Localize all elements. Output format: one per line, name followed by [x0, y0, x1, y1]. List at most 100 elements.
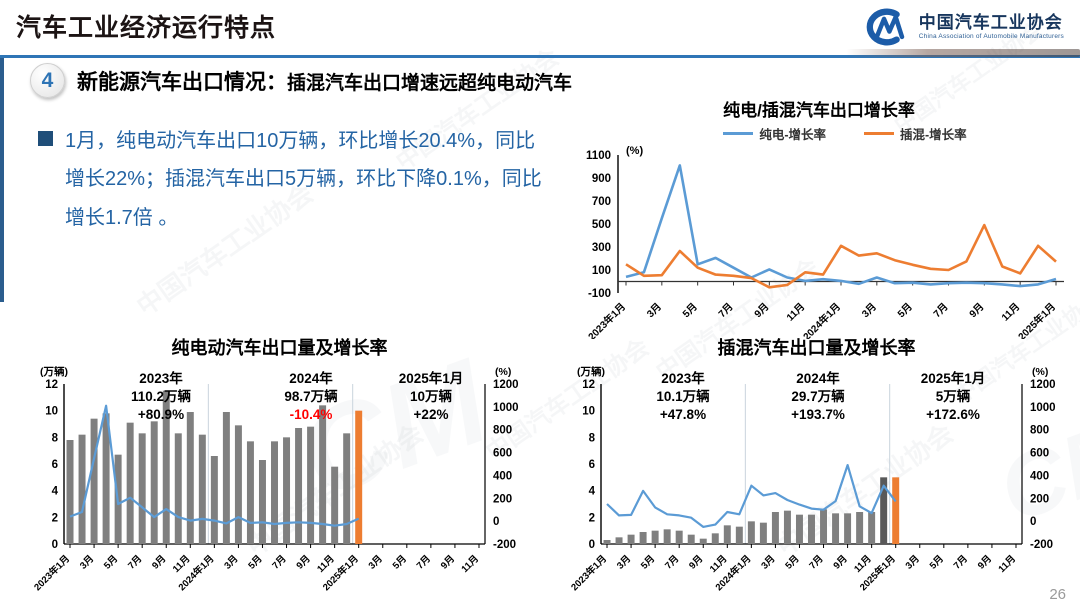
phev-plot-area: 12 10 8 6 4 2 0 1200 1000 800 600 400 200 0 -200 (万辆) (%…: [569, 365, 1056, 593]
bar: [222, 412, 230, 544]
svg-text:12: 12: [45, 379, 58, 391]
bar: [343, 433, 351, 544]
svg-text:10: 10: [582, 406, 595, 418]
bar: [663, 529, 671, 544]
annotation-phev-2023: 2023年 10.1万辆 +47.8%: [618, 370, 748, 425]
bar: [832, 513, 840, 544]
bar: [820, 509, 828, 544]
svg-text:3月: 3月: [904, 553, 922, 571]
svg-text:7月: 7月: [807, 553, 825, 571]
bar: [331, 466, 339, 544]
bar: [102, 413, 110, 544]
svg-text:7月: 7月: [716, 301, 735, 320]
svg-text:5月: 5月: [895, 301, 914, 320]
annotation-year: 2025年1月: [398, 371, 464, 386]
annotation-volume: 10.1万辆: [656, 389, 710, 405]
legend-swatch-phev: [864, 132, 894, 135]
bar: [759, 522, 767, 544]
annotation-volume: 29.7万辆: [791, 389, 845, 405]
annotation-year: 2025年1月: [920, 371, 986, 386]
svg-text:5月: 5月: [391, 553, 409, 571]
bar: [747, 521, 755, 544]
annotation-growth: +193.7%: [791, 407, 845, 423]
bar: [355, 410, 363, 544]
svg-text:200: 200: [493, 493, 512, 505]
svg-text:9月: 9月: [967, 301, 986, 320]
svg-text:8: 8: [589, 432, 596, 444]
svg-text:3月: 3月: [78, 553, 96, 571]
header-divider-accent: [846, 49, 1080, 57]
svg-text:3月: 3月: [859, 301, 878, 320]
svg-text:1100: 1100: [586, 150, 611, 162]
svg-text:5月: 5月: [928, 553, 946, 571]
bar: [126, 422, 134, 544]
svg-text:9月: 9月: [752, 301, 771, 320]
annotation-volume: 10万辆: [409, 389, 453, 405]
bar: [880, 477, 888, 544]
bar: [711, 533, 719, 544]
series-line-纯电-增长率: [625, 164, 1057, 288]
annotation-growth: -10.4%: [289, 407, 333, 423]
svg-text:1200: 1200: [493, 379, 519, 391]
bar: [90, 418, 98, 544]
annotation-volume: 5万辆: [935, 389, 971, 405]
annotation-year: 2024年: [796, 371, 840, 386]
svg-text:12: 12: [582, 379, 595, 391]
bar: [295, 428, 303, 544]
bev-plot-area: 12 10 8 6 4 2 0 1200 1000 800 600 400 200 0 -200 (万辆) (%…: [32, 365, 519, 593]
svg-text:1200: 1200: [1030, 379, 1056, 391]
annotation-phev-2024: 2024年 29.7万辆 +193.7%: [753, 370, 883, 425]
legend-item-bev-growth: 纯电-增长率: [723, 124, 826, 143]
annotation-growth: +172.6%: [926, 407, 980, 423]
svg-text:-100: -100: [588, 288, 611, 300]
y-axis: 1100 900 700 500 300 100 -100 (%): [586, 145, 643, 300]
bar: [639, 532, 647, 544]
annotation-growth: +47.8%: [659, 407, 707, 423]
svg-text:11月: 11月: [460, 553, 482, 575]
svg-text:(万辆): (万辆): [40, 365, 68, 378]
svg-text:5月: 5月: [783, 553, 801, 571]
annotation-bev-2023: 2023年 110.2万辆 +80.9%: [96, 370, 226, 425]
legend-label-phev: 插混-增长率: [900, 128, 967, 142]
svg-text:9月: 9月: [439, 553, 457, 571]
svg-text:6: 6: [589, 459, 595, 471]
svg-text:2: 2: [52, 512, 58, 524]
svg-text:9月: 9月: [150, 553, 168, 571]
bar: [687, 534, 695, 544]
legend-swatch-bev: [723, 132, 754, 135]
bullet-square-icon: [38, 131, 53, 146]
chart-growth-rate: 纯电/插混汽车出口增长率 纯电-增长率 插混-增长率 1100 900 700 500…: [562, 96, 1076, 339]
bar: [319, 405, 327, 544]
svg-text:3月: 3月: [759, 553, 777, 571]
svg-text:2: 2: [589, 512, 595, 524]
svg-text:7月: 7月: [663, 553, 681, 571]
svg-text:4: 4: [589, 486, 596, 498]
svg-text:(万辆): (万辆): [577, 365, 605, 378]
svg-text:100: 100: [592, 265, 611, 277]
svg-text:200: 200: [1030, 493, 1049, 505]
bar: [771, 512, 779, 544]
growth-line: [606, 464, 897, 528]
svg-text:800: 800: [493, 425, 512, 437]
bar: [66, 440, 74, 544]
svg-text:9月: 9月: [687, 553, 705, 571]
svg-text:3月: 3月: [222, 553, 240, 571]
svg-text:900: 900: [592, 173, 611, 185]
bar: [138, 433, 146, 544]
bar: [868, 512, 876, 544]
svg-text:600: 600: [493, 448, 512, 460]
svg-text:1000: 1000: [493, 402, 519, 414]
legend-label-bev: 纯电-增长率: [759, 128, 826, 142]
bar: [892, 477, 900, 544]
svg-text:0: 0: [589, 539, 595, 551]
caam-logo-en: China Association of Automobile Manufact…: [918, 32, 1064, 40]
svg-text:11月: 11月: [997, 553, 1019, 575]
svg-text:-200: -200: [1030, 539, 1053, 551]
bar: [675, 530, 683, 544]
chart-growth-legend: 纯电-增长率 插混-增长率: [614, 124, 1076, 143]
svg-text:(%): (%): [1032, 366, 1048, 378]
annotation-bev-2025: 2025年1月 10万辆 +22%: [366, 370, 496, 425]
